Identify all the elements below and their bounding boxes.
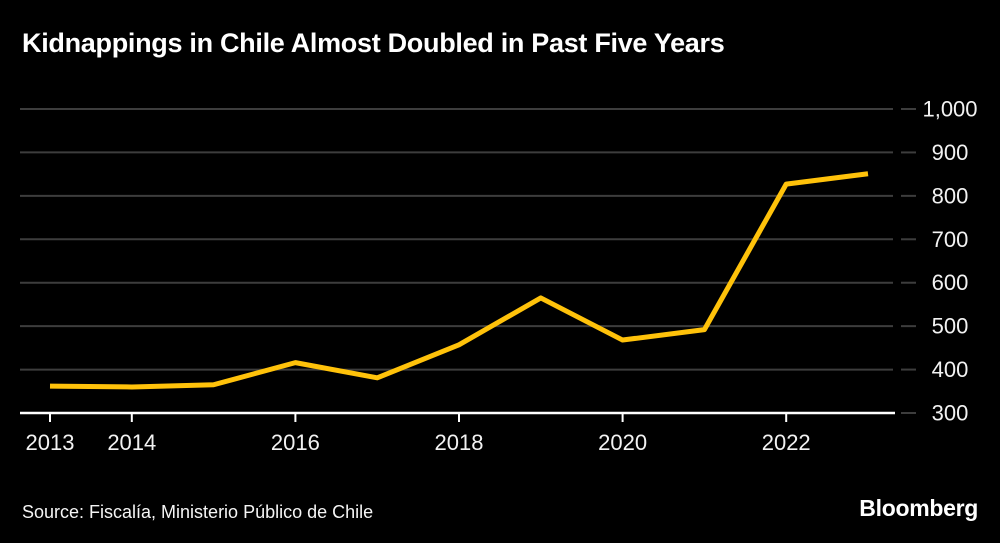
x-tick-label: 2014 xyxy=(107,430,156,455)
bloomberg-logo: Bloomberg xyxy=(859,495,978,521)
x-tick-label: 2013 xyxy=(26,430,75,455)
x-tick-label: 2018 xyxy=(435,430,484,455)
x-tick-label: 2016 xyxy=(271,430,320,455)
y-tick-label: 800 xyxy=(932,183,969,208)
chart-title: Kidnappings in Chile Almost Doubled in P… xyxy=(22,28,725,58)
x-tick-label: 2022 xyxy=(762,430,811,455)
source-note: Source: Fiscalía, Ministerio Público de … xyxy=(22,502,374,522)
data-line xyxy=(49,171,869,390)
y-tick-label: 600 xyxy=(932,270,969,295)
y-tick-label: 400 xyxy=(932,357,969,382)
x-tick-label: 2020 xyxy=(598,430,647,455)
y-tick-label: 900 xyxy=(932,140,969,165)
y-tick-label: 500 xyxy=(932,314,969,339)
y-tick-label: 300 xyxy=(932,401,969,426)
y-tick-label: 700 xyxy=(932,227,969,252)
y-tick-label: 1,000 xyxy=(922,97,977,122)
